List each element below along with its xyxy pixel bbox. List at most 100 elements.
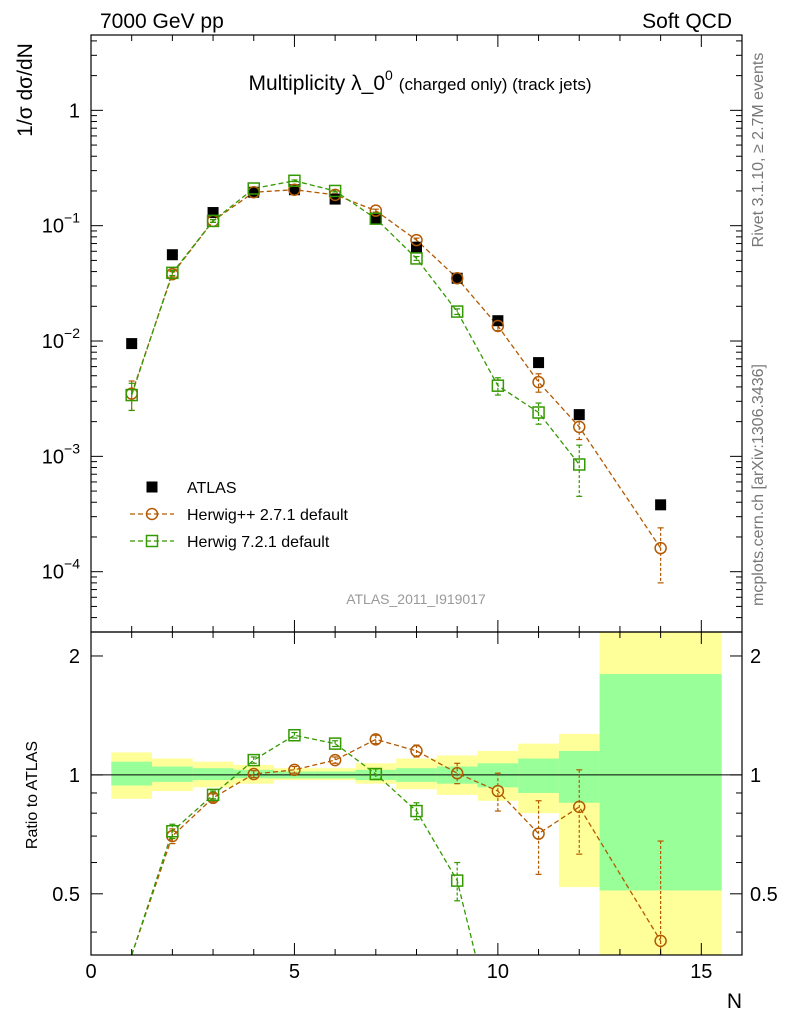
y-axis-label: 1/σ dσ/dN	[14, 43, 37, 137]
herwigpp-point	[288, 183, 301, 196]
ratio-series-group	[131, 728, 667, 955]
x-axis-label: N	[727, 990, 742, 1013]
herwigpp-ratio-point	[410, 744, 423, 758]
herwigpp-ratio-point	[328, 753, 342, 767]
atlas-point	[451, 272, 463, 284]
herwig7-point	[369, 212, 383, 225]
herwig7-ratio-point	[166, 825, 179, 838]
atlas-point	[248, 186, 260, 198]
header-left: 7000 GeV pp	[100, 10, 224, 33]
x-tick-label: 0	[85, 961, 96, 983]
x-tick-label: 15	[690, 961, 712, 983]
ratio-band-inner	[152, 766, 193, 782]
legend-herwig7-marker	[145, 534, 159, 548]
ratio-band-inner	[518, 758, 559, 793]
herwig7-point	[491, 379, 505, 392]
herwigpp-point	[573, 420, 586, 434]
herwigpp-ratio-point	[450, 766, 464, 780]
herwig7-point	[166, 266, 179, 280]
y-tick-base: 10	[42, 331, 64, 353]
y-tick-base: 1	[69, 100, 80, 122]
herwigpp-ratio-point	[491, 784, 505, 798]
y-tick-exponent: −2	[64, 325, 80, 341]
herwig7-ratio-point	[206, 788, 220, 802]
herwig7-point	[328, 184, 342, 198]
herwig7-point	[247, 182, 260, 195]
chart-title-sup: 0	[385, 67, 393, 83]
mcplots-label: mcplots.cern.ch [arXiv:1306.3436]	[750, 364, 767, 606]
ratio-tick-label: 1	[69, 765, 80, 787]
herwigpp-ratio-point	[573, 800, 586, 814]
y-tick-exponent: −4	[64, 556, 80, 572]
atlas-point	[126, 338, 138, 350]
ratio-band-inner	[111, 761, 153, 786]
y-tick-label: 10−1	[42, 210, 80, 238]
atlas-point	[573, 409, 585, 421]
herwig7-ratio-point	[328, 737, 342, 750]
herwig7-point	[125, 388, 138, 402]
herwig7-point	[288, 174, 301, 188]
herwigpp-point	[654, 541, 667, 555]
herwig7-line	[131, 180, 580, 465]
legend-atlas-marker	[146, 481, 158, 493]
ratio-tick-label: 0.5	[52, 884, 80, 906]
atlas-point	[533, 357, 545, 369]
herwig7-ratio-point	[410, 804, 423, 818]
herwig7-ratio-line	[131, 734, 477, 955]
herwigpp-point	[328, 188, 342, 202]
analysis-label: ATLAS_2011_I919017	[346, 591, 486, 607]
x-tick-label: 5	[289, 961, 300, 983]
ratio-tick-label-right: 1	[750, 765, 761, 787]
ratio-tick-label-right: 0.5	[750, 884, 778, 906]
herwig7-point	[450, 305, 464, 318]
herwigpp-ratio-point	[247, 767, 260, 781]
atlas-point	[288, 184, 300, 196]
chart-title-tail: (charged only) (track jets)	[399, 75, 592, 94]
y-tick-base: 10	[42, 216, 64, 238]
x-tick-label: 10	[487, 961, 509, 983]
atlas-point	[411, 241, 422, 253]
header-right: Soft QCD	[642, 10, 732, 33]
herwigpp-point	[450, 272, 464, 285]
herwigpp-point	[247, 185, 260, 199]
herwigpp-point	[532, 375, 545, 389]
herwig7-ratio-point	[247, 753, 260, 767]
atlas-point	[655, 499, 667, 511]
herwigpp-point	[369, 204, 383, 217]
herwigpp-point	[410, 233, 423, 247]
herwigpp-ratio-point	[369, 733, 383, 746]
herwig7-point	[532, 406, 545, 419]
chart-title: Multiplicity λ_00 (charged only) (track j…	[248, 67, 591, 95]
y-tick-label: 10−4	[42, 556, 80, 584]
y-tick-base: 10	[42, 562, 64, 584]
herwigpp-point	[206, 214, 220, 228]
herwig7-ratio-point	[369, 767, 383, 781]
atlas-point	[207, 207, 219, 219]
atlas-point	[329, 193, 341, 205]
herwig7-ratio-point	[288, 728, 301, 742]
y-tick-label: 1	[69, 100, 80, 122]
herwig7-point	[573, 458, 586, 471]
herwigpp-ratio-point	[288, 763, 301, 777]
herwig7-point	[410, 252, 423, 265]
legend-herwigpp-marker	[145, 507, 159, 521]
ratio-band-inner	[599, 674, 722, 891]
atlas-point	[370, 213, 382, 225]
ratio-tick-label: 2	[69, 646, 80, 668]
legend-entry: Herwig++ 2.7.1 default	[187, 507, 349, 524]
legend-entry: ATLAS	[187, 480, 237, 497]
y-tick-label: 10−3	[42, 440, 80, 468]
y-tick-base: 10	[42, 446, 64, 468]
ratio-band-inner	[192, 768, 234, 781]
y-tick-label: 10−2	[42, 325, 80, 353]
herwigpp-ratio-point	[532, 827, 545, 840]
herwig7-point	[206, 214, 220, 228]
herwigpp-point	[491, 319, 505, 333]
ratio-tick-label-right: 2	[750, 646, 761, 668]
herwig7-ratio-point	[450, 874, 464, 887]
herwigpp-ratio-point	[654, 934, 667, 948]
ratio-axis-label: Ratio to ATLAS	[24, 741, 41, 849]
legend-entry: Herwig 7.2.1 default	[187, 534, 330, 551]
chart-title-main: Multiplicity λ_0	[248, 72, 385, 95]
